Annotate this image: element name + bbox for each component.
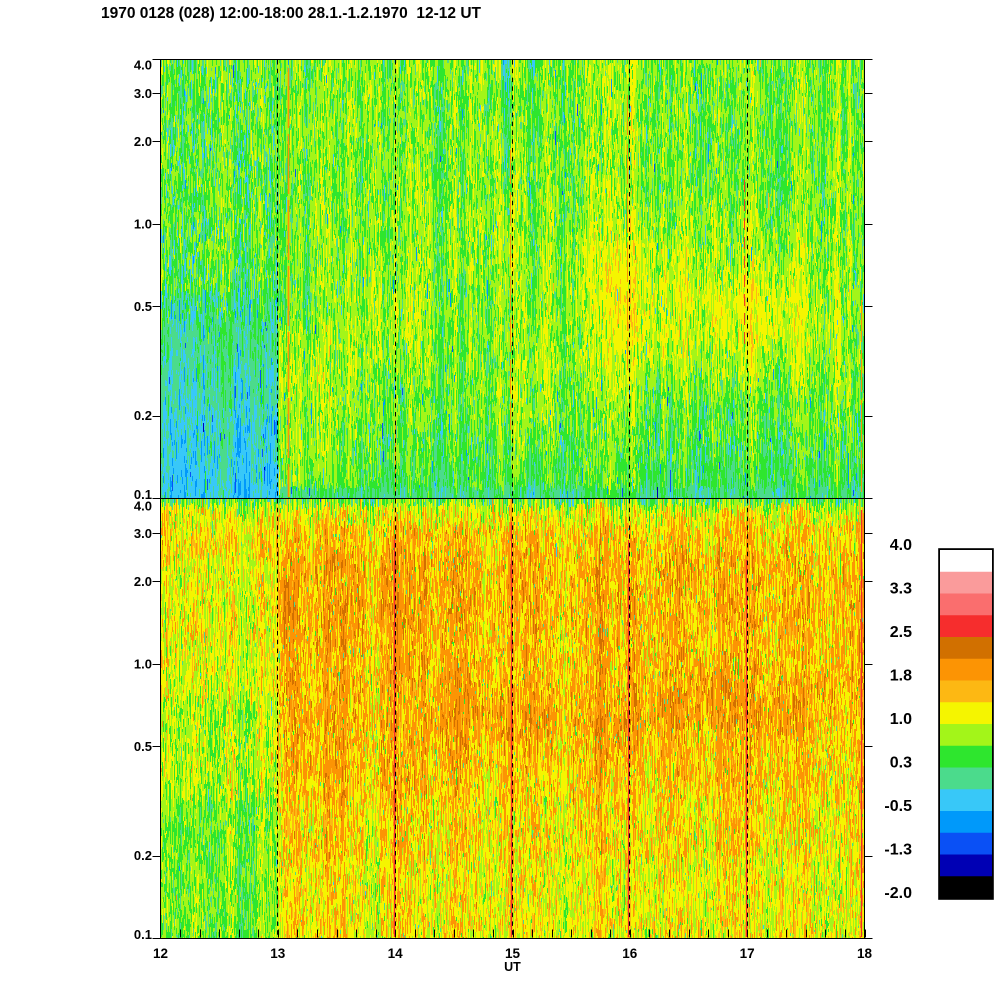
svg-text:3.3: 3.3 <box>890 581 912 598</box>
svg-text:0.2: 0.2 <box>134 848 152 863</box>
svg-text:0.5: 0.5 <box>134 739 152 754</box>
svg-text:1.0: 1.0 <box>890 711 912 728</box>
svg-text:4.0: 4.0 <box>890 537 912 554</box>
svg-text:12: 12 <box>153 946 168 961</box>
svg-text:17: 17 <box>740 946 755 961</box>
svg-text:4.0: 4.0 <box>134 499 152 514</box>
svg-text:1970 0128 (028) 12:00-18:00 28: 1970 0128 (028) 12:00-18:00 28.1.-1.2.19… <box>101 5 482 22</box>
svg-text:4.0: 4.0 <box>134 58 152 73</box>
svg-text:2.0: 2.0 <box>134 574 152 589</box>
svg-text:3.0: 3.0 <box>134 526 152 541</box>
svg-text:0.3: 0.3 <box>890 755 912 772</box>
svg-text:0.1: 0.1 <box>134 927 152 942</box>
svg-text:0.5: 0.5 <box>134 299 152 314</box>
svg-text:18: 18 <box>857 946 873 961</box>
svg-text:3.0: 3.0 <box>134 86 152 101</box>
svg-text:1.0: 1.0 <box>134 217 152 232</box>
svg-text:UT: UT <box>504 960 521 974</box>
svg-text:-2.0: -2.0 <box>884 885 912 902</box>
svg-text:16: 16 <box>622 946 638 961</box>
svg-text:15: 15 <box>505 946 521 961</box>
svg-text:2.5: 2.5 <box>890 624 912 641</box>
svg-text:0.1: 0.1 <box>134 487 152 502</box>
svg-text:14: 14 <box>388 946 404 961</box>
svg-text:0.2: 0.2 <box>134 408 152 423</box>
svg-text:1.0: 1.0 <box>134 657 152 672</box>
svg-text:13: 13 <box>270 946 286 961</box>
svg-text:1.8: 1.8 <box>890 668 912 685</box>
svg-text:-0.5: -0.5 <box>884 798 912 815</box>
svg-text:-1.3: -1.3 <box>884 842 912 859</box>
svg-text:2.0: 2.0 <box>134 134 152 149</box>
